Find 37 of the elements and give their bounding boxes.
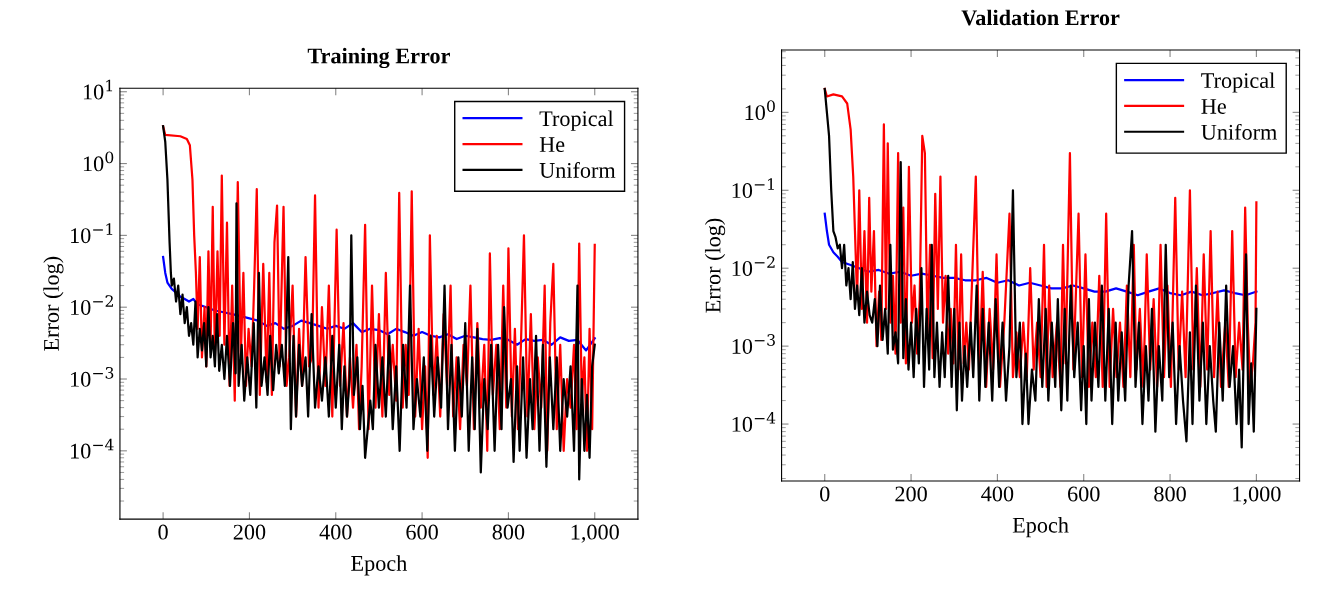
line-series <box>823 212 1258 297</box>
x-axis-title: Epoch <box>1012 517 1069 538</box>
legend-label: He <box>1201 99 1226 114</box>
x-tick-label: 200 <box>233 524 266 540</box>
legend-label: He <box>539 137 565 153</box>
y-tick-label: 10$^{−4}$ <box>732 411 776 432</box>
x-tick-label: 600 <box>1068 486 1100 502</box>
chart-title: Validation Error <box>961 9 1120 26</box>
y-tick-label: 10$^{0}$ <box>83 151 114 172</box>
x-tick-label: 200 <box>895 486 927 502</box>
y-tick-label: 10$^{−3}$ <box>71 366 114 387</box>
y-tick-label: 10$^{−1}$ <box>732 178 774 199</box>
x-tick-label: 400 <box>319 524 352 540</box>
legend-label: Tropical <box>539 110 614 131</box>
y-tick-label: 10$^{0}$ <box>745 100 775 121</box>
x-tick-label: 1,000 <box>571 524 619 543</box>
y-tick-label: 10$^{−2}$ <box>71 295 113 315</box>
y-axis-title: Error (log) <box>43 256 64 351</box>
y-tick-label: 10$^{−2}$ <box>732 256 775 276</box>
y-tick-label: 10$^{1}$ <box>83 79 113 100</box>
x-tick-label: 1,000 <box>1233 486 1281 505</box>
x-tick-label: 800 <box>492 524 525 540</box>
y-tick-label: 10$^{−1}$ <box>71 223 113 244</box>
x-axis-title: Epoch <box>351 555 408 576</box>
legend-label: Uniform <box>1201 123 1277 140</box>
x-tick-label: 800 <box>1154 486 1186 502</box>
legend-label: Tropical <box>1201 72 1275 93</box>
y-tick-label: 10$^{−4}$ <box>71 438 114 459</box>
x-tick-label: 400 <box>981 486 1014 502</box>
y-tick-label: 10$^{−3}$ <box>732 334 775 354</box>
line-series <box>161 255 596 352</box>
y-axis-title: Error (log) <box>704 218 726 313</box>
x-tick-label: 0 <box>158 524 168 540</box>
x-tick-label: 0 <box>820 486 830 502</box>
legend-label: Uniform <box>539 162 616 178</box>
x-tick-label: 600 <box>406 524 438 540</box>
chart-title: Training Error <box>307 47 450 69</box>
